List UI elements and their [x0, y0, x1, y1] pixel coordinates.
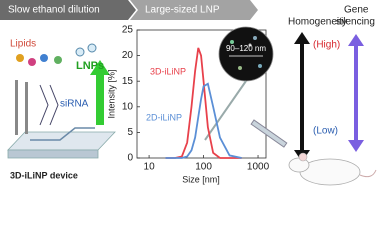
figure: Slow ethanol dilution Large-sized LNP Li… — [0, 0, 377, 186]
lnps-label: LNPs — [76, 60, 104, 72]
inset-annotation: 90–120 nm — [226, 44, 266, 53]
device-illustration — [7, 43, 116, 159]
tem-inset — [204, 26, 288, 148]
gene-silencing-label: Gene — [344, 5, 369, 16]
gene-silencing-label: silencing — [336, 17, 375, 28]
banner-step1-arrow — [0, 0, 136, 20]
y-tick-label: 0 — [127, 153, 133, 164]
plot-frame — [136, 29, 267, 159]
x-tick-label: 10 — [144, 162, 156, 173]
y-tick-label: 20 — [122, 50, 134, 61]
sirna-label: siRNA — [60, 99, 89, 110]
series-label: 2D-iLiNP — [146, 112, 182, 122]
page: Slow ethanol dilution Large-sized LNP Li… — [0, 0, 378, 187]
banner-step1: Slow ethanol dilution — [8, 5, 100, 16]
series-line — [165, 82, 242, 159]
lipids-label: Lipids — [10, 39, 36, 50]
low-label: (Low) — [313, 126, 338, 137]
y-tick-label: 15 — [122, 76, 134, 87]
arrow-head — [294, 32, 310, 44]
y-tick-label: 25 — [122, 25, 134, 36]
mouse-illustration — [288, 152, 377, 186]
x-tick-label: 1000 — [247, 162, 270, 173]
high-label: (High) — [313, 40, 340, 51]
y-axis-label: Intensity [%] — [106, 69, 116, 118]
arrow-head — [348, 140, 364, 152]
x-axis-label: Size [nm] — [182, 174, 220, 184]
y-tick-label: 5 — [127, 127, 133, 138]
x-tick-label: 100 — [195, 162, 212, 173]
banner-step2: Large-sized LNP — [145, 5, 220, 16]
arrow-head — [348, 34, 364, 46]
series-line — [165, 47, 242, 159]
device-label: 3D-iLiNP device — [10, 170, 78, 180]
homogeneity-label: Homogeneity — [288, 17, 347, 28]
y-tick-label: 10 — [122, 101, 134, 112]
banner-step2-arrow — [130, 0, 258, 20]
series-label: 3D-iLiNP — [150, 66, 186, 76]
